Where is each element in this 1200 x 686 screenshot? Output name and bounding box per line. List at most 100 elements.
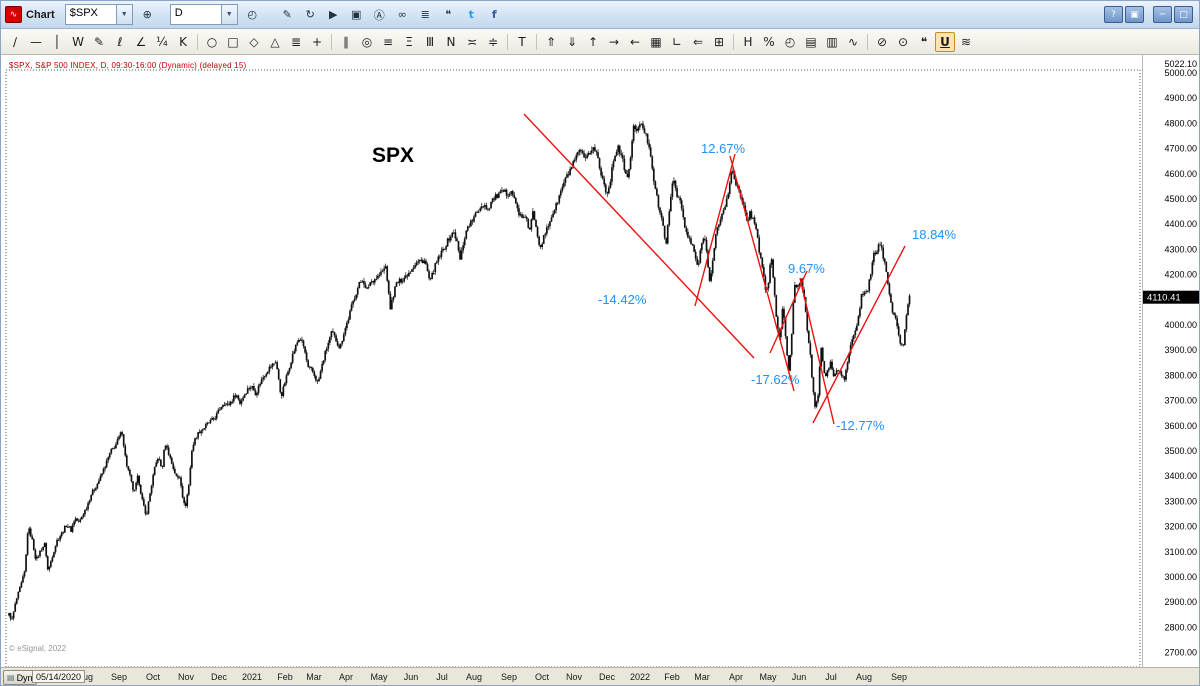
grid-icon[interactable]: ▦	[650, 34, 662, 49]
titlebar-tools: ✎ ↻ ▶ ▣ Ⓐ ∞ ≣ ❝ t f	[277, 5, 505, 25]
crosshair-icon[interactable]: +	[311, 34, 323, 49]
price-tick-label: 3400.00	[1164, 471, 1197, 481]
time-axis-label: Dec	[210, 672, 227, 682]
close-button[interactable]: □	[1174, 6, 1193, 23]
trendline[interactable]	[694, 153, 736, 307]
interval-combo[interactable]: D ▼	[169, 4, 238, 25]
toolbar-separator	[733, 33, 734, 50]
symbol-lookup-button[interactable]: ⊕	[142, 8, 152, 21]
chart-region[interactable]: -14.42% 12.67% -17.62% 9.67% -12.77% 18.84% 50…	[1, 55, 1200, 669]
ellipse-icon[interactable]: ○	[206, 34, 218, 49]
dyn-button[interactable]: ▤ Dyn	[3, 670, 37, 685]
vertical-line-icon[interactable]: │	[53, 34, 61, 49]
reload-icon[interactable]: ↻	[305, 8, 315, 21]
price-levels-icon[interactable]: ≡	[382, 34, 394, 49]
trendline[interactable]	[799, 277, 835, 425]
stats-icon[interactable]: ≋	[960, 34, 972, 49]
edit-pencil-icon[interactable]: ✎	[282, 8, 292, 21]
trendline[interactable]	[729, 155, 795, 392]
time-axis-label: Jul	[436, 672, 448, 682]
trendline[interactable]	[769, 270, 808, 354]
note-icon[interactable]: ❝	[920, 34, 928, 49]
link-icon[interactable]: ∞	[397, 8, 407, 21]
paperclip-icon[interactable]: ⊙	[897, 34, 909, 49]
price-tick-label: 4300.00	[1164, 244, 1197, 254]
regression-icon[interactable]: N	[446, 34, 456, 49]
snapshot-icon[interactable]: ▣	[351, 8, 362, 21]
time-template-button[interactable]: ◴	[247, 8, 258, 21]
hatch-lines-icon[interactable]: ≣	[290, 34, 302, 49]
time-axis-label: Jun	[791, 672, 807, 682]
facebook-icon[interactable]: f	[491, 8, 497, 21]
symbol-combo-arrow-icon[interactable]: ▼	[115, 5, 132, 24]
price-tick-label: 3700.00	[1164, 396, 1197, 406]
twitter-icon[interactable]: t	[468, 8, 474, 21]
time-axis-label: Aug	[465, 672, 482, 682]
time-axis-label: May	[759, 672, 777, 682]
high-low-icon[interactable]: H	[743, 34, 753, 49]
time-cycle-icon[interactable]: ◴	[784, 34, 796, 49]
arrow-right-icon[interactable]: →	[608, 34, 620, 49]
fib-retracement-icon[interactable]: ¼	[156, 34, 168, 49]
price-tick-label: 3000.00	[1164, 572, 1197, 582]
bars-pattern-icon[interactable]: ▥	[826, 34, 838, 49]
rectangle-icon[interactable]: □	[227, 34, 239, 49]
chart-svg[interactable]: -14.42% 12.67% -17.62% 9.67% -12.77% 18.84% 50…	[1, 55, 1200, 669]
price-tick-label: 2900.00	[1164, 597, 1197, 607]
chart-background[interactable]	[1, 55, 1200, 669]
trendline[interactable]	[523, 113, 755, 359]
time-axis-label: Sep	[110, 672, 127, 682]
zigzag-icon[interactable]: W	[72, 34, 84, 49]
minimize-button[interactable]: ─	[1153, 6, 1172, 23]
arrow-left-icon[interactable]: ←	[629, 34, 641, 49]
diamond-icon[interactable]: ◇	[249, 34, 259, 49]
text-tool-icon[interactable]: T	[518, 34, 526, 49]
quadrant-lines-icon[interactable]: Ξ	[405, 34, 413, 49]
interval-combo-value: D	[174, 7, 183, 19]
speed-lines-icon[interactable]: ≑	[487, 34, 499, 49]
volume-profile-icon[interactable]: ▤	[805, 34, 817, 49]
help-button[interactable]: ?	[1104, 6, 1123, 23]
percent-change-icon[interactable]: %	[763, 34, 775, 49]
price-tick-label: 5000.00	[1164, 68, 1197, 78]
freehand-line-icon[interactable]: ℓ	[117, 34, 123, 49]
annotation-a-icon[interactable]: Ⓐ	[373, 8, 385, 22]
anchor-down-icon[interactable]: ⇓	[566, 34, 578, 49]
percent-label: 18.84%	[912, 227, 957, 242]
symbol-combo[interactable]: $SPX ▼	[64, 4, 133, 25]
toolbar-separator	[197, 33, 198, 50]
time-grid-icon[interactable]: Ⅲ	[425, 34, 435, 49]
interval-combo-arrow-icon[interactable]: ▼	[220, 5, 237, 24]
horizontal-line-icon[interactable]: —	[30, 34, 42, 49]
parallel-channel-icon[interactable]: ∥	[343, 34, 349, 49]
arrow-up-icon[interactable]: ↑	[587, 34, 599, 49]
eraser-icon[interactable]: ⊘	[876, 34, 888, 49]
tirone-levels-icon[interactable]: ≍	[466, 34, 478, 49]
chat-bubble-icon[interactable]: ❝	[445, 8, 452, 21]
anchor-up-icon[interactable]: ⇑	[545, 34, 557, 49]
angle-measure-icon[interactable]: ∟	[671, 34, 683, 49]
percent-label: -17.62%	[751, 372, 800, 387]
news-list-icon[interactable]: ≣	[420, 8, 430, 21]
trendline-icon[interactable]: ∕	[12, 34, 18, 49]
table-icon[interactable]: ⊞	[713, 34, 725, 49]
replay-icon[interactable]: ▶	[329, 8, 338, 21]
time-axis-label: Apr	[728, 672, 743, 682]
triangle-icon[interactable]: △	[270, 34, 280, 49]
pencil-icon[interactable]: ✎	[93, 34, 105, 49]
price-tick-label: 4000.00	[1164, 320, 1197, 330]
time-axis-label: Sep	[890, 672, 907, 682]
gann-fan-icon[interactable]: K	[179, 34, 187, 49]
price-tick-label: 3500.00	[1164, 446, 1197, 456]
restore-button[interactable]: ▣	[1125, 6, 1144, 23]
trendline[interactable]	[812, 245, 906, 424]
underline-button[interactable]: U	[935, 31, 955, 52]
angle-line-icon[interactable]: ∠	[135, 34, 147, 49]
spiral-icon[interactable]: ◎	[361, 34, 373, 49]
wave-icon[interactable]: ∿	[847, 34, 859, 49]
back-arrow-icon[interactable]: ⇐	[692, 34, 704, 49]
percent-label: -14.42%	[598, 292, 647, 307]
percent-label: 12.67%	[701, 141, 746, 156]
price-tick-label: 4400.00	[1164, 219, 1197, 229]
